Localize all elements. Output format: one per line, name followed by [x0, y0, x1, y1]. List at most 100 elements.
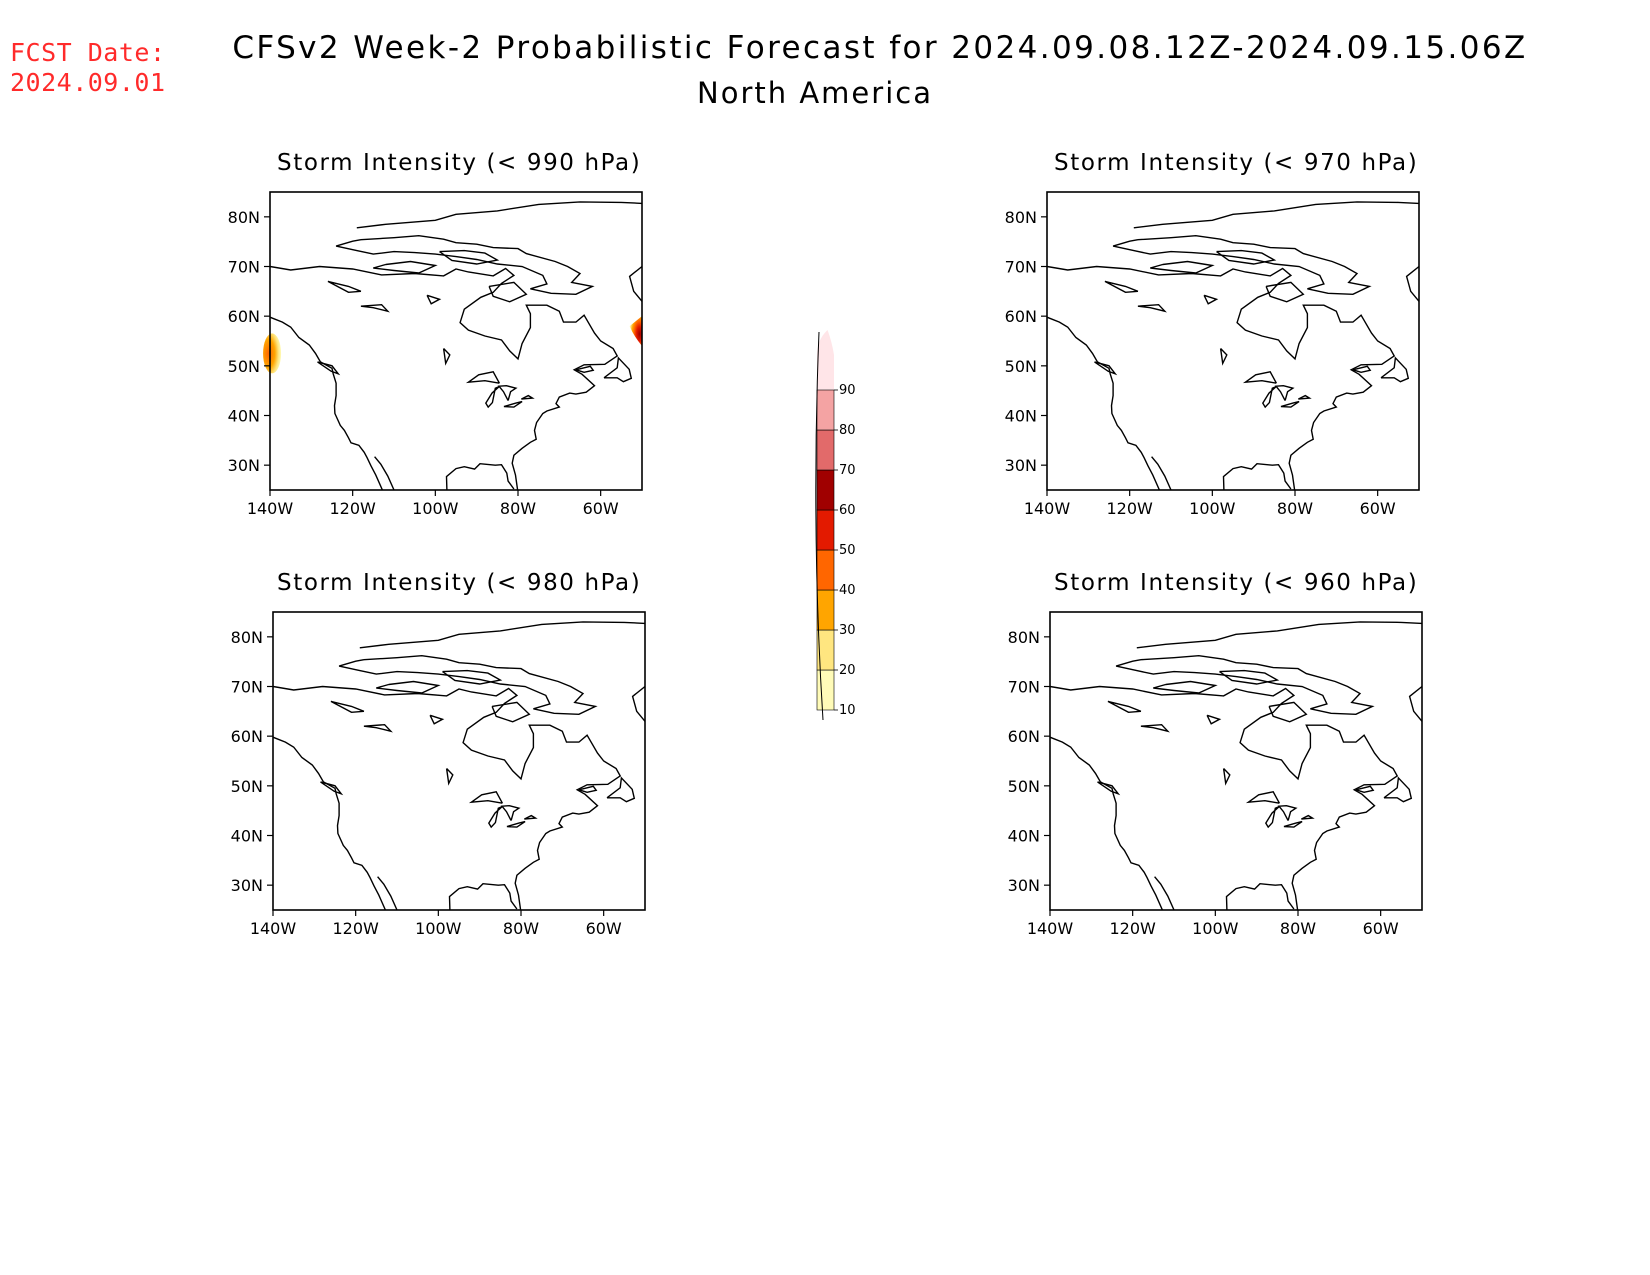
colorbar-segment	[816, 469, 835, 511]
map-panel-980: 80N 70N 60N 50N 40N 30N 140W 120W 100W 80W 60W	[231, 611, 646, 938]
panel-title-980: Storm Intensity (< 980 hPa)	[277, 570, 642, 596]
coastline	[442, 348, 451, 366]
coastline-group	[1047, 201, 1419, 490]
lat-tick-label: 80N	[231, 628, 263, 647]
coastline	[1242, 371, 1278, 384]
coastline	[1352, 365, 1372, 374]
panel-title-960: Storm Intensity (< 960 hPa)	[1054, 570, 1419, 596]
lat-tick-label: 80N	[1005, 208, 1037, 227]
coastline	[335, 234, 595, 296]
coastline	[1265, 281, 1305, 303]
probability-colorbar: 10 20 30 40 50 60 70 80 90	[815, 330, 856, 721]
lon-tick-label: 120W	[329, 499, 376, 518]
coastline	[575, 365, 595, 374]
coastline	[1094, 361, 1118, 376]
lat-tick-label: 30N	[1008, 876, 1040, 895]
coastline	[1203, 294, 1219, 305]
coastline	[320, 781, 344, 796]
coastline	[442, 669, 503, 685]
colorbar-label: 90	[839, 383, 856, 398]
coastline	[1355, 785, 1375, 794]
lon-tick-label: 80W	[1277, 499, 1313, 518]
coastline-group	[1050, 621, 1422, 910]
colorbar-label: 60	[839, 503, 856, 518]
coastline	[1405, 265, 1419, 302]
fcst-date-value: 2024.09.01	[10, 68, 166, 97]
lon-tick-label: 100W	[1189, 499, 1236, 518]
coastline	[356, 201, 642, 229]
plot-frame	[1049, 611, 1423, 911]
coastline	[1050, 685, 1399, 910]
lon-tick-label: 120W	[1109, 919, 1156, 938]
coastline	[506, 820, 526, 828]
lat-tick-label: 80N	[1008, 628, 1040, 647]
coastline	[1383, 776, 1413, 803]
coastline	[330, 700, 365, 714]
coastline	[1133, 201, 1419, 229]
lat-tick-label: 40N	[1005, 407, 1037, 426]
coastline	[360, 303, 390, 313]
colorbar-segment	[816, 389, 835, 431]
coastline	[1104, 280, 1139, 294]
plot-background	[1050, 612, 1422, 910]
page-title: CFSv2 Week-2 Probabilistic Forecast for …	[232, 30, 1528, 66]
lat-tick-label: 60N	[231, 727, 263, 746]
lat-tick-label: 70N	[1008, 678, 1040, 697]
coastline	[1277, 804, 1298, 821]
colorbar-segment	[816, 429, 835, 471]
lat-tick-label: 50N	[1008, 777, 1040, 796]
coastline	[1107, 700, 1142, 714]
coastline	[1219, 669, 1280, 685]
coastline	[445, 462, 515, 490]
coastline	[491, 701, 531, 723]
lon-tick-label: 140W	[247, 499, 294, 518]
lon-tick-label: 80W	[1280, 919, 1316, 938]
coastline	[1151, 456, 1172, 490]
coastline	[270, 265, 619, 490]
colorbar-label: 50	[839, 543, 856, 558]
colorbar-top-cap	[817, 330, 834, 390]
lat-tick-label: 30N	[1005, 456, 1037, 475]
coastline	[465, 371, 501, 384]
coastline	[500, 804, 521, 821]
coastline	[578, 785, 598, 794]
colorbar-label: 10	[839, 703, 856, 718]
lat-tick-label: 80N	[228, 208, 260, 227]
coastline	[359, 621, 645, 649]
coastline	[373, 260, 438, 274]
plot-frame	[269, 191, 643, 491]
lon-tick-label: 60W	[583, 499, 619, 518]
colorbar-segment	[816, 589, 835, 631]
coastline	[327, 280, 362, 294]
coastline	[1115, 654, 1375, 716]
coastline	[1300, 814, 1315, 820]
coastline	[497, 384, 518, 401]
probability-shading-west	[263, 333, 282, 374]
lat-tick-label: 70N	[231, 678, 263, 697]
lat-tick-label: 50N	[231, 777, 263, 796]
region-title: North America	[697, 76, 933, 110]
lon-tick-label: 140W	[250, 919, 297, 938]
lon-tick-label: 140W	[1027, 919, 1074, 938]
coastline	[1050, 736, 1164, 910]
coastline	[1297, 394, 1312, 400]
coastline-group	[273, 621, 645, 910]
plot-background	[1047, 192, 1419, 490]
coastline	[448, 882, 518, 910]
colorbar-segment	[816, 549, 835, 591]
plot-background	[273, 612, 645, 910]
coastline	[1216, 249, 1277, 265]
map-panel-990: 80N 70N 60N 50N 40N 30N 140W 120W 100W 80W 60W	[228, 191, 643, 518]
panel-title-970: Storm Intensity (< 970 hPa)	[1054, 150, 1419, 176]
coastline	[520, 394, 535, 400]
forecast-date-label: FCST Date: 2024.09.01	[10, 38, 166, 98]
coastline	[317, 361, 341, 376]
coastline	[429, 714, 445, 725]
coastline	[273, 685, 622, 910]
lon-tick-label: 80W	[500, 499, 536, 518]
lon-tick-label: 100W	[1192, 919, 1239, 938]
coastline	[1153, 680, 1218, 694]
coastline	[1112, 234, 1372, 296]
map-panel-960: 80N 70N 60N 50N 40N 30N 140W 120W 100W 80W 60W	[1008, 611, 1423, 938]
coastline	[376, 680, 441, 694]
